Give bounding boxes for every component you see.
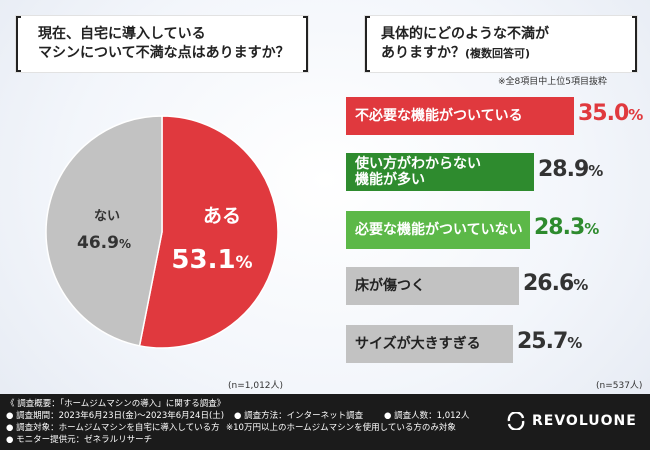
bar-1: 使い方がわからない 機能が多い: [346, 153, 534, 191]
pie-slice-0: [138, 115, 279, 349]
bar-label-4: サイズが大きすぎる: [355, 336, 481, 352]
footer-survey-title: 《 調査概要：「ホームジムマシンの導入」に関する調査》: [6, 399, 226, 409]
bar-label-3: 床が傷つく: [355, 278, 425, 294]
logo-text: REVOLUONE: [532, 413, 637, 429]
bar-4: サイズが大きすぎる: [346, 325, 513, 363]
logo-mark-icon: [507, 412, 525, 430]
pie-label-0: ある: [203, 205, 241, 227]
left-question-text: 現在、自宅に導入しているマシンについて不満な点はありますか？: [38, 25, 298, 63]
pie-value-0: 53.1%: [171, 245, 252, 275]
right-question-box: 具体的にどのような不満が ありますか？(複数回答可): [365, 16, 637, 72]
right-question-sub: (複数回答可): [465, 47, 531, 60]
left-question-line2: マシンについて不満な点はありますか？: [38, 45, 290, 61]
pie-value-1: 46.9%: [77, 233, 131, 253]
left-question-line1: 現在、自宅に導入している: [38, 26, 206, 42]
bar-3: 床が傷つく: [346, 267, 519, 305]
footer-method: ● 調査方法：インターネット調査: [234, 411, 364, 421]
bar-label-0: 不必要な機能がついている: [355, 108, 523, 124]
footer-count: ● 調査人数：1,012人: [384, 411, 470, 421]
brand-logo: REVOLUONE: [506, 412, 637, 430]
top5-note: ※全8項目中上位5項目抜粋: [498, 77, 607, 87]
right-question-line2: ありますか？: [381, 45, 465, 61]
footer-period: ● 調査期間：2023年6月23日(金)～2023年6月24日(土): [6, 411, 225, 421]
bar-value-1: 28.9%: [538, 157, 603, 182]
bar-0: 不必要な機能がついている: [346, 97, 574, 135]
left-sample-note: (n=1,012人): [228, 381, 284, 391]
footer: 《 調査概要：「ホームジムマシンの導入」に関する調査》 ● 調査期間：2023年…: [0, 394, 650, 450]
bar-2: 必要な機能がついていない: [346, 211, 530, 249]
right-question-line1: 具体的にどのような不満が: [381, 26, 549, 42]
right-sample-note: (n=537人): [596, 381, 643, 391]
footer-provider: ● モニター提供元：ゼネラルリサーチ: [6, 435, 153, 445]
bar-label-1: 使い方がわからない 機能が多い: [355, 156, 481, 188]
bar-label-2: 必要な機能がついていない: [355, 222, 523, 238]
right-question-text: 具体的にどのような不満が ありますか？(複数回答可): [381, 25, 627, 63]
left-question-box: 現在、自宅に導入しているマシンについて不満な点はありますか？: [16, 16, 308, 72]
bar-value-4: 25.7%: [517, 329, 582, 354]
pie-slice-1: [45, 115, 163, 347]
bar-value-0: 35.0%: [578, 101, 643, 126]
pie-label-1: ない: [94, 209, 120, 224]
footer-target: ● 調査対象：ホームジムマシンを自宅に導入している方: [6, 423, 220, 433]
bar-value-3: 26.6%: [523, 271, 588, 296]
bar-value-2: 28.3%: [534, 215, 599, 240]
footer-target-note: ※10万円以上のホームジムマシンを使用している方のみ対象: [226, 423, 456, 433]
